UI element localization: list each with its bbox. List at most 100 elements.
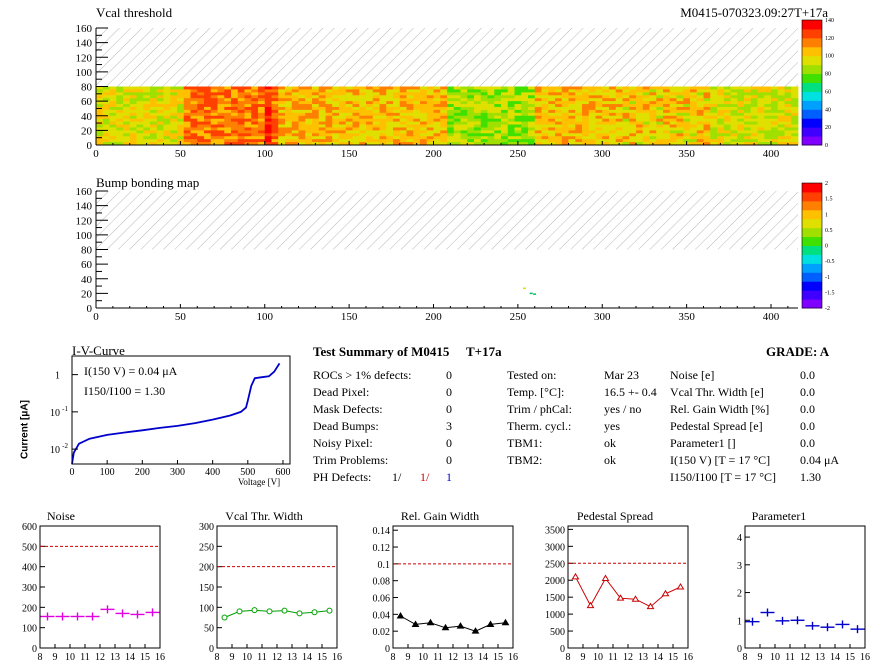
heatmap-cell [555,101,563,105]
heatmap-cell [548,118,556,122]
heatmap-cell [663,121,671,125]
y-tick-label: 100 [76,67,93,79]
heatmap-cell [528,118,536,122]
heatmap-cell [507,133,515,137]
heatmap-cell [791,104,799,108]
heatmap-cell [379,118,387,122]
y-tick-label: 500 [550,627,565,638]
heatmap-cell [561,130,569,134]
heatmap-cell [393,104,401,108]
heatmap-cell [440,98,448,102]
heatmap-cell [541,89,549,93]
y-tick-label: 3000 [545,542,565,553]
heatmap-cell [561,118,569,122]
y-tick-label: 0 [87,140,93,152]
heatmap-cell [575,86,583,90]
heatmap-cell [683,98,691,102]
color-scale-band [802,20,822,30]
heatmap-cell [291,139,299,143]
heatmap-cell [507,136,515,140]
heatmap-cell [291,130,299,134]
data-point [571,572,580,580]
heatmap-cell [615,139,623,143]
heatmap-cell [102,89,110,93]
heatmap-cell [622,130,630,134]
heatmap-cell [393,130,401,134]
heatmap-cell [379,127,387,131]
heatmap-cell [440,109,448,114]
heatmap-cell [541,106,549,111]
heatmap-cell [561,101,569,105]
heatmap-cell [757,124,765,128]
heatmap-cell [771,86,779,90]
heatmap-cell [393,86,401,90]
y-tick-label: 120 [76,215,93,227]
heatmap-cell [156,133,164,137]
heatmap-cell [541,92,549,96]
heatmap-cell [197,86,205,90]
heatmap-cell [588,86,596,90]
ph-defects-label: PH Defects: [313,470,372,484]
heatmap-cell [649,101,657,105]
x-tick-label: 300 [170,467,185,478]
heatmap-cell [136,130,144,134]
heatmap-cell [366,89,374,93]
x-tick-label: 16 [860,652,870,663]
x-tick-label: 100 [100,467,115,478]
heatmap-cell [777,95,785,99]
heatmap-cell [386,136,394,140]
heatmap-cell [406,115,414,120]
heatmap-cell [696,115,704,120]
heatmap-cell [359,136,367,140]
heatmap-cell [102,109,110,114]
heatmap-cell [771,109,779,114]
heatmap-cell [379,104,387,108]
heatmap-cell [339,86,347,90]
heatmap-cell [271,139,279,143]
heatmap-cell [629,92,637,96]
heatmap-cell [521,124,529,128]
heatmap-cell [615,109,623,114]
heatmap-cell [420,95,428,99]
heatmap-cell [217,89,225,93]
heatmap-cell [501,106,509,111]
heatmap-cell [460,136,468,140]
heatmap-cell [204,133,212,137]
heatmap-cell [426,124,434,128]
heatmap-cell [791,89,799,93]
iv-frame [71,355,291,465]
heatmap-cell [615,115,623,120]
heatmap-cell [258,115,266,120]
heatmap-cell [582,136,590,140]
heatmap-cell [433,136,441,140]
heatmap-cell [467,98,475,102]
heatmap-cell [501,95,509,99]
heatmap-cell [217,118,225,122]
x-tick-label: 300 [594,148,611,160]
heatmap-cell [609,89,617,93]
heatmap-cell [669,133,677,137]
heatmap-cell [393,89,401,93]
heatmap-cell [771,104,779,108]
heatmap-cell [345,115,353,120]
heatmap-cell [96,104,104,108]
heatmap-cell [143,109,151,114]
heatmap-cell [251,139,259,143]
heatmap-cell [190,95,198,99]
heatmap-cell [197,92,205,96]
heatmap-cell [237,115,245,120]
heatmap-cell [312,86,320,90]
heatmap-cell [251,95,259,99]
heatmap-cell [683,124,691,128]
heatmap-cell [568,115,576,120]
summary-value: 0.0 [800,419,815,433]
heatmap-cell [460,121,468,125]
heatmap-cell [413,95,421,99]
heatmap-cell [231,86,239,90]
heatmap-cell [541,115,549,120]
heatmap-cell [413,86,421,90]
heatmap-cell [568,139,576,143]
heatmap-cell [555,89,563,93]
heatmap-cell [521,121,529,125]
heatmap-cell [777,133,785,137]
